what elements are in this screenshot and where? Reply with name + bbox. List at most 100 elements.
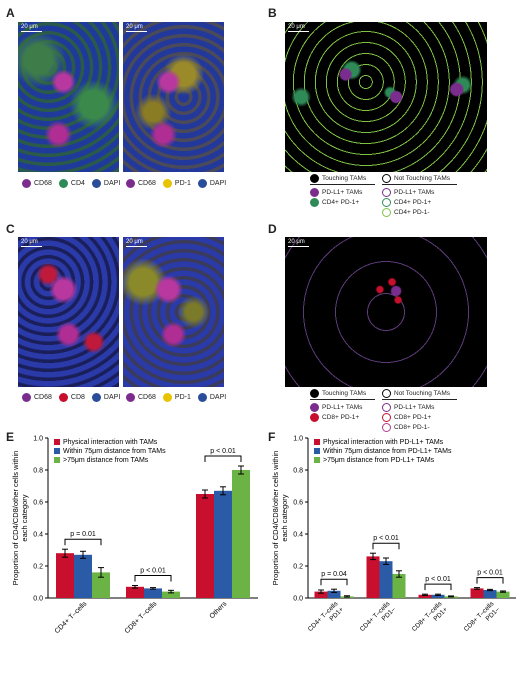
- cd68-swatch: [126, 179, 135, 188]
- y-axis-label: Proportion of CD4/CD8/other cells within…: [271, 451, 289, 586]
- y-tick-label: 0.2: [33, 564, 43, 571]
- pd1-swatch: [162, 393, 172, 402]
- p-value-label: p < 0.01: [210, 448, 236, 455]
- y-tick-label: 1.0: [293, 436, 303, 443]
- legend-b-touching: Touching TAMs PD-L1+ TAMs CD4+ PD-1+: [310, 174, 375, 207]
- y-tick-label: 0.8: [293, 468, 303, 475]
- legend-header: Not Touching TAMs: [394, 175, 450, 182]
- legend-label: DAPI: [209, 394, 227, 401]
- bar: [431, 594, 445, 598]
- legend-label: CD4: [70, 180, 85, 187]
- segmentation-map-b: 20 μm: [285, 22, 487, 172]
- panel-letter-f: F: [268, 430, 276, 444]
- dapi-swatch: [91, 393, 101, 402]
- bar: [379, 561, 393, 598]
- cd68-swatch: [22, 393, 31, 402]
- chart-e: 0.0 0.2 0.4 0.6 0.8 1.0 Proportion of CD4/CD8/…: [11, 436, 258, 635]
- scale-bar: 20 μm: [21, 239, 42, 247]
- legend-header: Not Touching TAMs: [394, 390, 450, 397]
- divider: [382, 184, 457, 185]
- bar: [392, 574, 406, 598]
- pdl1-tam-swatch: [310, 187, 319, 197]
- legend-label: CD8+ PD-1+: [394, 413, 432, 421]
- y-tick-label: 0.6: [293, 500, 303, 507]
- panel-letter-b: B: [268, 6, 277, 20]
- legend-label: Physical interaction with TAMs: [63, 439, 158, 446]
- divider: [310, 399, 375, 400]
- legend-header: Touching TAMs: [322, 390, 367, 397]
- legend-label: CD4+ PD-1+: [322, 198, 360, 206]
- legend-swatch: [314, 457, 320, 463]
- pdl1-tam-swatch: [310, 402, 319, 412]
- scale-bar: 20 μm: [126, 239, 147, 247]
- scale-bar: 20 μm: [288, 24, 309, 32]
- bar: [144, 588, 162, 598]
- legend-c-left: CD68 CD8 DAPI: [22, 393, 127, 402]
- legend-label: PD-L1+ TAMs: [394, 403, 435, 411]
- bar: [232, 470, 250, 598]
- micrograph-a-cd4: 20 μm: [18, 22, 119, 172]
- legend-label: CD68: [34, 180, 52, 187]
- divider: [382, 399, 457, 400]
- legend-label: DAPI: [103, 394, 121, 401]
- micrograph-c-cd8: 20 μm: [18, 237, 119, 387]
- cd4-pd1pos-outline-swatch: [382, 197, 391, 207]
- significance-bracket: [372, 542, 400, 550]
- legend-label: PD-L1+ TAMs: [322, 188, 363, 196]
- bar: [418, 594, 432, 598]
- legend-d-not-touching: Not Touching TAMs PD-L1+ TAMs CD8+ PD-1+…: [382, 389, 457, 432]
- significance-bracket: [424, 583, 452, 591]
- y-axis-label: Proportion of CD4/CD8/other cells within…: [11, 451, 29, 586]
- not-touching-swatch: [382, 174, 391, 183]
- cd68-swatch: [126, 393, 135, 402]
- legend-label: DAPI: [209, 180, 227, 187]
- pdl1-tam-outline-swatch: [382, 187, 391, 197]
- panel-letter-a: A: [6, 6, 15, 20]
- x-tick-label: CD4+ T–cellsPD1+: [307, 600, 346, 639]
- legend-c-right: CD68 PD-1 DAPI: [126, 393, 233, 402]
- pdl1-tam-outline-swatch: [382, 402, 391, 412]
- bar: [327, 590, 341, 598]
- p-value-label: p < 0.01: [373, 535, 399, 542]
- not-touching-swatch: [382, 389, 391, 398]
- bar: [196, 494, 214, 598]
- bar: [314, 591, 328, 598]
- significance-bracket: [64, 538, 102, 546]
- cd4-pd1pos-swatch: [310, 197, 319, 207]
- p-value-label: p < 0.01: [425, 576, 451, 583]
- cd8-pd1pos-swatch: [310, 412, 319, 422]
- p-value-label: p = 0.04: [321, 571, 347, 578]
- legend-label: >75μm distance from PD-L1+ TAMs: [323, 457, 435, 464]
- significance-bracket: [320, 578, 348, 586]
- divider: [310, 184, 375, 185]
- y-tick-label: 0.2: [293, 564, 303, 571]
- legend-swatch: [54, 448, 60, 454]
- micrograph-a-pd1: 20 μm: [123, 22, 224, 172]
- touching-swatch: [310, 174, 319, 183]
- dapi-swatch: [91, 179, 101, 188]
- legend-label: Physical interaction with PD-L1+ TAMs: [323, 439, 444, 446]
- bar: [483, 590, 497, 598]
- cd4-swatch: [58, 179, 68, 188]
- y-tick-label: 0.0: [293, 596, 303, 603]
- legend-label: CD68: [138, 394, 156, 401]
- legend-header: Touching TAMs: [322, 175, 367, 182]
- legend-label: PD-L1+ TAMs: [394, 188, 435, 196]
- legend-label: CD8+ PD-1+: [322, 413, 360, 421]
- cd8-swatch: [58, 393, 68, 402]
- x-tick-label: CD8+ T–cellsPD1+: [411, 600, 450, 639]
- legend-label: Within 75μm distance from TAMs: [63, 448, 166, 455]
- p-value-label: p < 0.01: [477, 570, 503, 577]
- bar: [126, 586, 144, 598]
- touching-swatch: [310, 389, 319, 398]
- legend-swatch: [314, 448, 320, 454]
- panel-letter-e: E: [6, 430, 15, 444]
- bar: [74, 554, 92, 598]
- cd8-pd1pos-outline-swatch: [382, 412, 391, 422]
- x-tick-label: CD8+ T–cellsPD1–: [463, 600, 502, 639]
- significance-bracket: [204, 455, 242, 462]
- legend-d-touching: Touching TAMs PD-L1+ TAMs CD8+ PD-1+: [310, 389, 375, 422]
- legend-b-not-touching: Not Touching TAMs PD-L1+ TAMs CD4+ PD-1+…: [382, 174, 457, 217]
- bar: [92, 572, 110, 598]
- legend-label: CD8: [70, 394, 85, 401]
